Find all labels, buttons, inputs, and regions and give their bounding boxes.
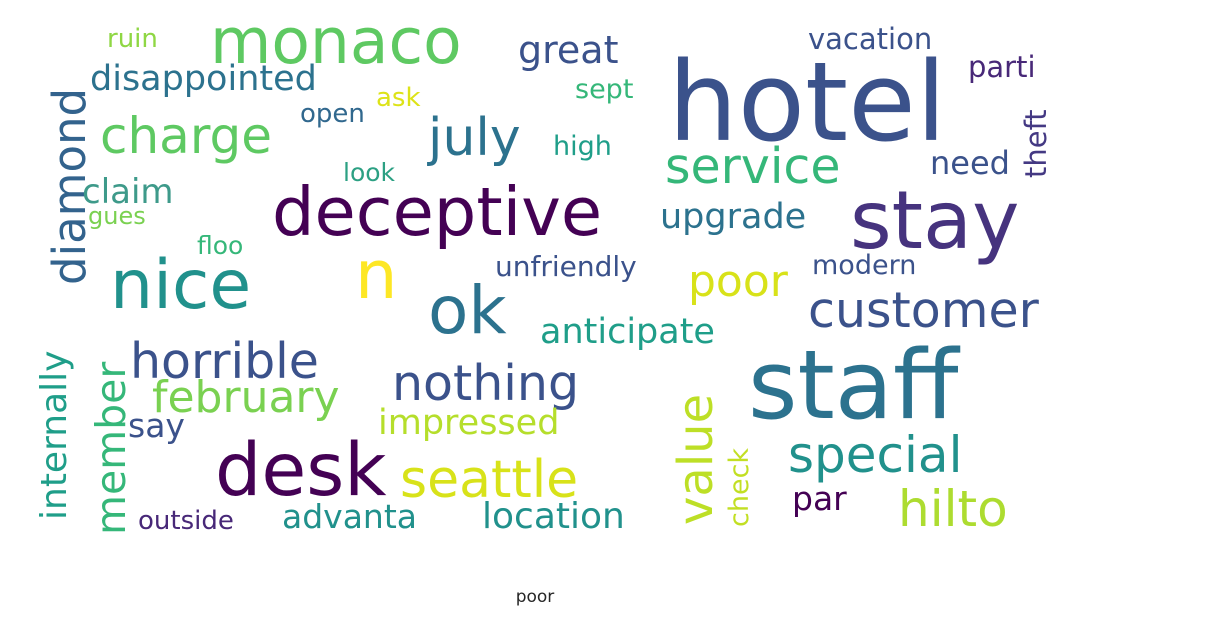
word-floo: floo [197,231,243,260]
word-advanta: advanta [282,497,417,536]
word-parti: parti [968,50,1036,84]
word-february: february [152,372,340,423]
word-member: member [87,362,135,535]
word-claim: claim [82,172,174,212]
word-ask: ask [376,83,421,113]
word-customer: customer [808,282,1040,339]
word-vacation: vacation [808,22,932,56]
word-disappointed: disappointed [90,59,317,99]
word-great: great [518,28,618,72]
word-seattle: seattle [400,450,578,510]
word-special: special [788,426,962,484]
word-check: check [724,448,755,527]
word-poor: poor [688,256,789,307]
word-modern: modern [812,250,916,281]
word-say: say [128,406,185,445]
word-hilto: hilto [898,480,1008,538]
word-desk: desk [215,428,387,513]
word-horrible: horrible [130,333,319,390]
word-ok: ok [428,272,507,349]
word-upgrade: upgrade [660,197,806,237]
word-charge: charge [100,107,272,165]
word-open: open [300,99,365,129]
word-impressed: impressed [378,403,559,443]
word-theft: theft [1019,109,1053,178]
word-staff: staff [748,331,961,441]
word-deceptive: deceptive [272,173,602,251]
word-n: n [355,236,397,314]
word-gues: gues [88,202,146,230]
word-internally: internally [34,351,75,520]
word-look: look [343,158,396,187]
word-unfriendly: unfriendly [495,250,637,283]
word-sept: sept [575,74,633,105]
word-nice: nice [110,246,251,325]
word-stay: stay [850,174,1019,267]
word-monaco: monaco [210,5,462,78]
word-par: par [792,479,847,518]
word-outside: outside [138,506,234,536]
word-need: need [930,144,1010,182]
word-ruin: ruin [107,24,158,54]
word-anticipate: anticipate [540,312,715,352]
word-service: service [665,138,841,195]
word-july: july [427,108,521,168]
word-hotel: hotel [668,38,946,166]
word-diamond: diamond [43,88,96,285]
word-value: value [668,394,724,525]
caption-label: poor [515,587,555,607]
word-nothing: nothing [392,355,579,412]
word-high: high [553,131,612,162]
word-location: location [482,496,625,537]
